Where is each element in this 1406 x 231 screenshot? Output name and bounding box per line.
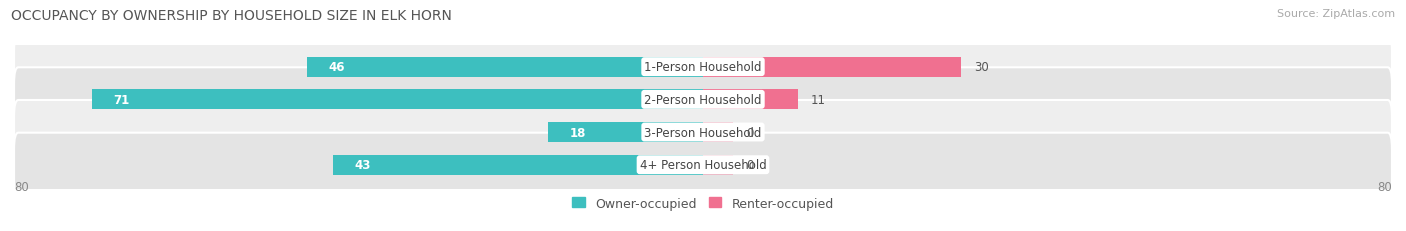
Text: 30: 30 bbox=[974, 61, 988, 74]
Bar bbox=[703, 155, 733, 175]
Text: 46: 46 bbox=[329, 61, 344, 74]
Text: 80: 80 bbox=[1378, 181, 1392, 194]
Text: 0: 0 bbox=[747, 126, 754, 139]
Text: 43: 43 bbox=[354, 158, 371, 171]
Bar bbox=[703, 90, 797, 110]
FancyBboxPatch shape bbox=[14, 35, 1392, 99]
Text: 11: 11 bbox=[811, 93, 825, 106]
Bar bbox=[548, 122, 703, 143]
Bar bbox=[91, 90, 703, 110]
Text: 71: 71 bbox=[112, 93, 129, 106]
Text: OCCUPANCY BY OWNERSHIP BY HOUSEHOLD SIZE IN ELK HORN: OCCUPANCY BY OWNERSHIP BY HOUSEHOLD SIZE… bbox=[11, 9, 453, 23]
Text: 2-Person Household: 2-Person Household bbox=[644, 93, 762, 106]
Text: 1-Person Household: 1-Person Household bbox=[644, 61, 762, 74]
FancyBboxPatch shape bbox=[14, 100, 1392, 164]
Bar bbox=[307, 57, 703, 77]
Text: 4+ Person Household: 4+ Person Household bbox=[640, 158, 766, 171]
Text: 18: 18 bbox=[569, 126, 586, 139]
Legend: Owner-occupied, Renter-occupied: Owner-occupied, Renter-occupied bbox=[568, 192, 838, 215]
Text: 80: 80 bbox=[14, 181, 28, 194]
FancyBboxPatch shape bbox=[14, 133, 1392, 197]
FancyBboxPatch shape bbox=[14, 68, 1392, 132]
Text: 3-Person Household: 3-Person Household bbox=[644, 126, 762, 139]
Text: Source: ZipAtlas.com: Source: ZipAtlas.com bbox=[1277, 9, 1395, 19]
Bar bbox=[703, 122, 733, 143]
Text: 0: 0 bbox=[747, 158, 754, 171]
Bar bbox=[333, 155, 703, 175]
Bar bbox=[703, 57, 962, 77]
